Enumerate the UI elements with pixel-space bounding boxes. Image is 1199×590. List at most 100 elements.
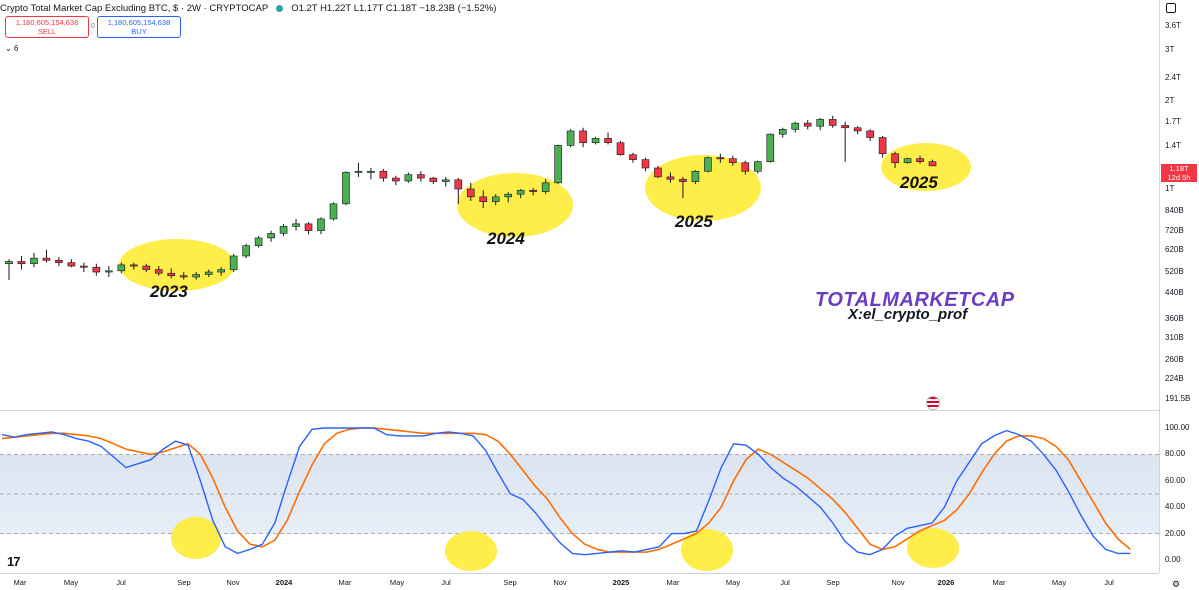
candle-body: [292, 223, 300, 227]
candle: [329, 202, 338, 221]
candle: [803, 120, 812, 130]
annotation-2023: 2023: [150, 282, 188, 301]
indicators-toggle[interactable]: ⌄ 6: [5, 44, 18, 53]
annotation-2025-b: 2025: [900, 173, 938, 192]
price-axis-label: 360B: [1165, 313, 1184, 323]
highlight-ellipse: [881, 143, 971, 191]
candle-body: [554, 145, 562, 184]
candle-body: [691, 170, 700, 182]
candle: [629, 152, 637, 163]
sell-button[interactable]: 1,180,605,154,638 SELL: [5, 16, 89, 38]
candle: [454, 178, 463, 204]
candle-body: [217, 269, 225, 273]
candle-body: [466, 188, 475, 198]
candle-body: [616, 142, 625, 156]
candle: [841, 121, 849, 162]
time-axis[interactable]: [0, 573, 1159, 590]
candle-body: [441, 179, 450, 182]
sell-price: 1,180,605,154,638: [15, 18, 79, 27]
candle: [654, 165, 662, 179]
time-axis-label: Mar: [13, 578, 27, 587]
candle-body: [853, 127, 862, 132]
candle-body: [342, 172, 350, 205]
candle: [192, 272, 200, 280]
candle-body: [541, 182, 550, 192]
candle: [17, 255, 26, 270]
highlight-ellipse: [445, 531, 497, 571]
candle: [267, 230, 275, 242]
pane-separator[interactable]: [0, 410, 1159, 411]
candle: [117, 262, 126, 274]
us-flag-icon[interactable]: [926, 396, 940, 410]
candle-body: [229, 255, 238, 270]
indicator-count: 6: [13, 44, 19, 53]
candle-body: [878, 137, 887, 155]
candle-body: [30, 257, 38, 265]
candle-body: [92, 266, 101, 273]
price-axis-label: 1.7T: [1165, 116, 1182, 126]
time-axis-label: Sep: [826, 578, 840, 587]
candle-body: [591, 138, 600, 144]
stoch-d-line: [1, 427, 1131, 553]
candle-body: [392, 177, 400, 182]
price-axis-label: 3.6T: [1165, 21, 1182, 31]
candle-body: [417, 174, 425, 179]
stoch-k-line: [1, 427, 1131, 556]
candle: [741, 160, 750, 175]
candle-body: [841, 125, 849, 129]
watermark-brand: TOTALMARKETCAP: [815, 289, 1015, 311]
buy-button[interactable]: 1,180,605,154,638 BUY: [97, 16, 181, 38]
candle: [928, 159, 937, 167]
candle-body: [916, 158, 924, 162]
highlight-ellipse: [907, 528, 959, 568]
candle: [42, 249, 51, 263]
candle-body: [204, 271, 213, 275]
price-axis-label: 840B: [1165, 206, 1184, 216]
candle: [916, 155, 924, 164]
candle-body: [105, 270, 113, 273]
candle: [604, 132, 612, 145]
time-axis-label: Nov: [891, 578, 905, 587]
candle-body: [828, 119, 837, 126]
candle: [92, 263, 101, 276]
candle: [616, 140, 625, 156]
candle: [778, 127, 787, 138]
candle-body: [604, 138, 612, 144]
candle: [55, 257, 63, 267]
candle-body: [142, 265, 151, 270]
candle: [417, 171, 425, 182]
candle: [504, 192, 513, 203]
candle-body: [791, 122, 800, 130]
candle: [179, 272, 188, 280]
price-axis-label: 2.4T: [1165, 72, 1182, 82]
gear-icon[interactable]: ⚙: [1172, 579, 1181, 589]
tradingview-logo[interactable]: 17: [7, 554, 21, 569]
candle-body: [117, 264, 126, 272]
candle-body: [679, 178, 687, 182]
oscillator-axis[interactable]: [1159, 410, 1199, 573]
candle-body: [654, 167, 662, 178]
candle: [379, 169, 388, 182]
candle: [429, 176, 438, 185]
candle-body: [454, 179, 463, 190]
candle: [704, 156, 712, 173]
symbol-title[interactable]: Crypto Total Market Cap Excluding BTC, $…: [0, 2, 269, 14]
candle-body: [479, 196, 488, 202]
candle-body: [529, 189, 537, 192]
price-axis[interactable]: [1159, 0, 1199, 410]
candle: [866, 129, 874, 141]
candle: [304, 222, 313, 235]
candle: [641, 157, 650, 172]
candle: [367, 167, 375, 180]
candle-body: [304, 223, 313, 232]
watermark-credit: X:el_crypto_prof: [848, 306, 968, 323]
lock-icon[interactable]: [1166, 3, 1176, 13]
time-axis-label: Mar: [338, 578, 352, 587]
price-axis-label: 520B: [1165, 267, 1184, 277]
ohlc-values: O1.2T H1.22T L1.17T C1.18T −18.23B (−1.5…: [291, 2, 497, 14]
candle-body: [753, 161, 762, 172]
candle: [466, 182, 475, 201]
candle-body: [42, 257, 51, 261]
candle: [279, 223, 288, 237]
